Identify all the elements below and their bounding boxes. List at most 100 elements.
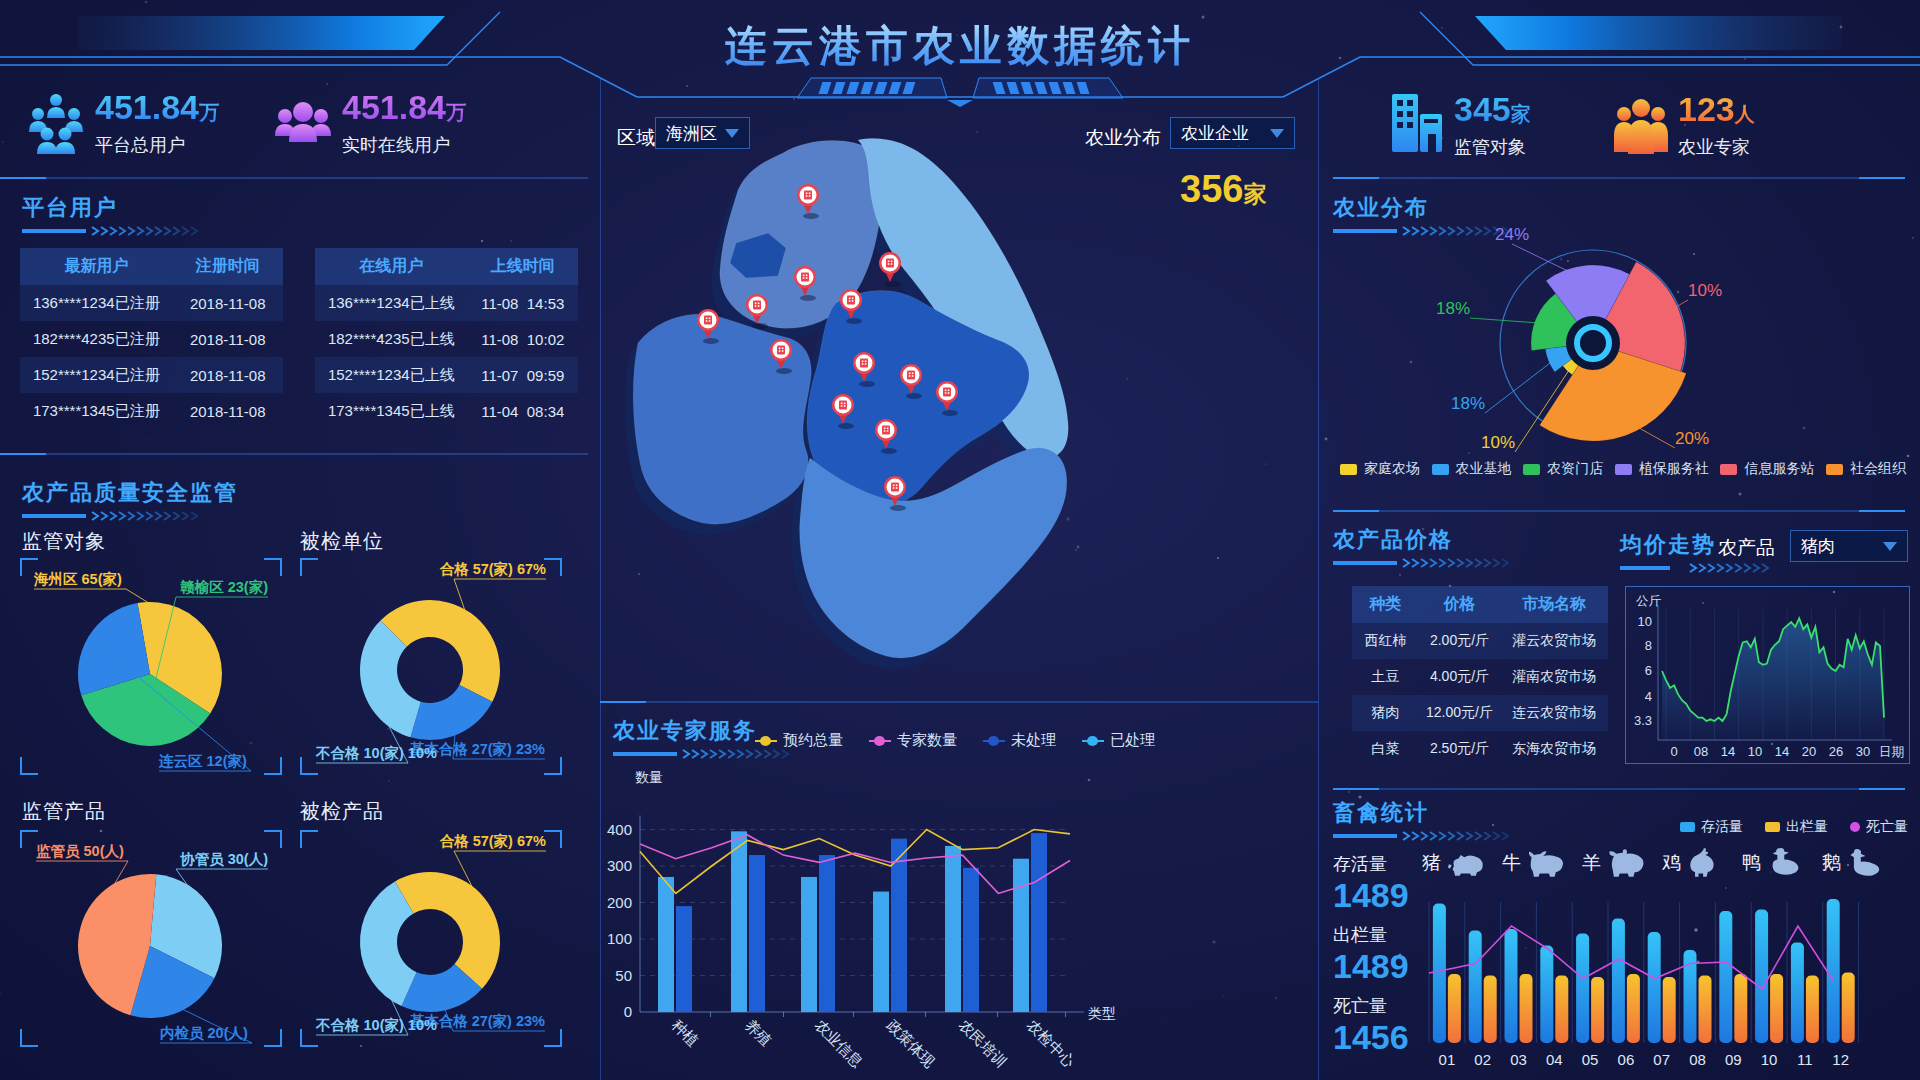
svg-text:公斤: 公斤 <box>1636 594 1662 608</box>
stat-unit: 人 <box>1735 103 1755 125</box>
legend-item[interactable]: 农业基地 <box>1432 460 1512 478</box>
table-row: 152****1234已注册2018-11-08 <box>20 357 283 393</box>
table-row: 136****1234已上线11-08 14:53 <box>315 285 578 321</box>
svg-text:07: 07 <box>1653 1051 1670 1068</box>
pie-label: 合格 57(家) 67% <box>439 561 546 577</box>
stat-value: 123 <box>1678 90 1735 128</box>
stat-value: 345 <box>1454 90 1511 128</box>
legend-item[interactable]: 存活量 <box>1680 818 1743 836</box>
table-row: 173****1345已上线11-04 08:34 <box>315 393 578 429</box>
section-ornament <box>22 226 242 236</box>
svg-text:14: 14 <box>1721 744 1735 759</box>
online-users-icon <box>272 90 334 156</box>
map-pin[interactable] <box>879 252 901 287</box>
legend-item[interactable]: 农资门店 <box>1523 460 1603 478</box>
animal-item-鸡[interactable]: 鸡 <box>1662 848 1726 878</box>
legend-item[interactable]: 社会组织 <box>1826 460 1906 478</box>
legend-item[interactable]: 植保服务社 <box>1615 460 1709 478</box>
legend-item[interactable]: 未处理 <box>983 731 1056 750</box>
animal-item-鹅[interactable]: 鹅 <box>1822 848 1886 878</box>
svg-text:50: 50 <box>615 967 632 984</box>
livestock-stat: 出栏量1489 <box>1333 923 1409 986</box>
svg-text:10%: 10% <box>1688 281 1722 300</box>
svg-text:10: 10 <box>1761 1051 1778 1068</box>
pie-box-supervision-products: 协管员 30(人)内检员 20(人)监管员 50(人) <box>20 830 282 1047</box>
stat-label: 农业专家 <box>1678 135 1755 159</box>
svg-text:14: 14 <box>1775 744 1789 759</box>
dist-select-value: 农业企业 <box>1181 122 1249 145</box>
table-header: 在线用户上线时间 <box>315 248 578 285</box>
svg-text:日期: 日期 <box>1879 745 1904 759</box>
svg-text:养殖: 养殖 <box>742 1016 775 1049</box>
stat-label: 监管对象 <box>1454 135 1531 159</box>
svg-text:24%: 24% <box>1495 225 1529 244</box>
svg-text:10: 10 <box>1748 744 1762 759</box>
animal-item-羊[interactable]: 羊 <box>1582 848 1646 878</box>
animal-item-鸭[interactable]: 鸭 <box>1742 848 1806 878</box>
legend-item[interactable]: 出栏量 <box>1765 818 1828 836</box>
svg-text:04: 04 <box>1546 1051 1563 1068</box>
pie-box-inspected-units: 合格 57(家) 67%基本合格 27(家) 23%不合格 10(家) 10% <box>300 558 562 775</box>
stat-unit: 家 <box>1511 103 1531 125</box>
online-users-table: 在线用户上线时间136****1234已上线11-08 14:53182****… <box>315 248 578 429</box>
svg-text:20%: 20% <box>1675 429 1709 448</box>
svg-text:400: 400 <box>607 821 632 838</box>
svg-text:6: 6 <box>1645 663 1652 678</box>
legend-item[interactable]: 专家数量 <box>869 731 957 750</box>
stat-platform-users: 451.84万 平台总用户 <box>25 90 219 157</box>
divider <box>0 453 588 455</box>
svg-text:种植: 种植 <box>668 1015 702 1049</box>
svg-text:10: 10 <box>1638 614 1652 629</box>
svg-text:20: 20 <box>1802 744 1816 759</box>
legend-item[interactable]: 信息服务站 <box>1720 460 1814 478</box>
animal-item-猪[interactable]: 猪 <box>1422 848 1486 878</box>
svg-text:02: 02 <box>1474 1051 1491 1068</box>
stat-label: 平台总用户 <box>95 133 219 157</box>
map-region[interactable] <box>800 448 1067 658</box>
dist-select[interactable]: 农业企业 <box>1170 117 1295 149</box>
pie-label: 协管员 30(人) <box>179 851 268 867</box>
stat-unit: 万 <box>446 101 466 123</box>
legend-item[interactable]: 已处理 <box>1082 731 1155 750</box>
table-row: 白菜2.50元/斤东海农贸市场 <box>1352 731 1608 767</box>
experts-icon <box>1612 92 1670 156</box>
svg-text:300: 300 <box>607 857 632 874</box>
chart-title-supervision-objects: 监管对象 <box>22 528 106 555</box>
legend-item[interactable]: 预约总量 <box>755 731 843 750</box>
羊-icon <box>1606 848 1646 878</box>
pie-label: 赣榆区 23(家) <box>180 579 268 595</box>
animal-selector: 猪牛羊鸡鸭鹅 <box>1422 848 1886 878</box>
section-title-price: 农产品价格 <box>1333 525 1453 555</box>
svg-text:08: 08 <box>1694 744 1708 759</box>
svg-text:12: 12 <box>1832 1051 1849 1068</box>
pie-label: 合格 57(家) 67% <box>439 833 546 849</box>
livestock-chart: 010203040506070809101112 <box>1425 898 1910 1076</box>
table-row: 182****4235已注册2018-11-08 <box>20 321 283 357</box>
section-ornament <box>1333 558 1553 568</box>
animal-item-牛[interactable]: 牛 <box>1502 848 1566 878</box>
trend-select-label: 农产品 <box>1718 535 1775 561</box>
section-title-platform-users: 平台用户 <box>22 193 118 223</box>
livestock-stat: 死亡量1456 <box>1333 994 1409 1057</box>
section-ornament <box>1333 831 1553 841</box>
trend-select[interactable]: 猪肉 <box>1790 530 1908 562</box>
users-group-icon <box>25 90 87 156</box>
legend-item[interactable]: 死亡量 <box>1850 818 1908 836</box>
section-ornament <box>22 511 282 521</box>
pie-label: 不合格 10(家) 10% <box>315 745 437 761</box>
svg-text:08: 08 <box>1689 1051 1706 1068</box>
table-header: 最新用户注册时间 <box>20 248 283 285</box>
latest-users-table: 最新用户注册时间136****1234已注册2018-11-08182****4… <box>20 248 283 429</box>
distribution-legend: 家庭农场农业基地农资门店植保服务社信息服务站社会组织 <box>1340 460 1906 478</box>
svg-text:09: 09 <box>1725 1051 1742 1068</box>
building-icon <box>1388 92 1444 154</box>
dist-select-label: 农业分布 <box>1085 125 1161 151</box>
svg-text:政策体现: 政策体现 <box>883 1015 938 1070</box>
table-row: 136****1234已注册2018-11-08 <box>20 285 283 321</box>
price-trend-chart: 公斤108643.3008141014202630日期 <box>1626 587 1909 763</box>
map-count: 356家 <box>1180 168 1266 211</box>
legend-item[interactable]: 家庭农场 <box>1340 460 1420 478</box>
region-map <box>618 128 1093 688</box>
stat-supervised-objects: 345家 监管对象 <box>1388 92 1531 159</box>
svg-text:06: 06 <box>1618 1051 1635 1068</box>
